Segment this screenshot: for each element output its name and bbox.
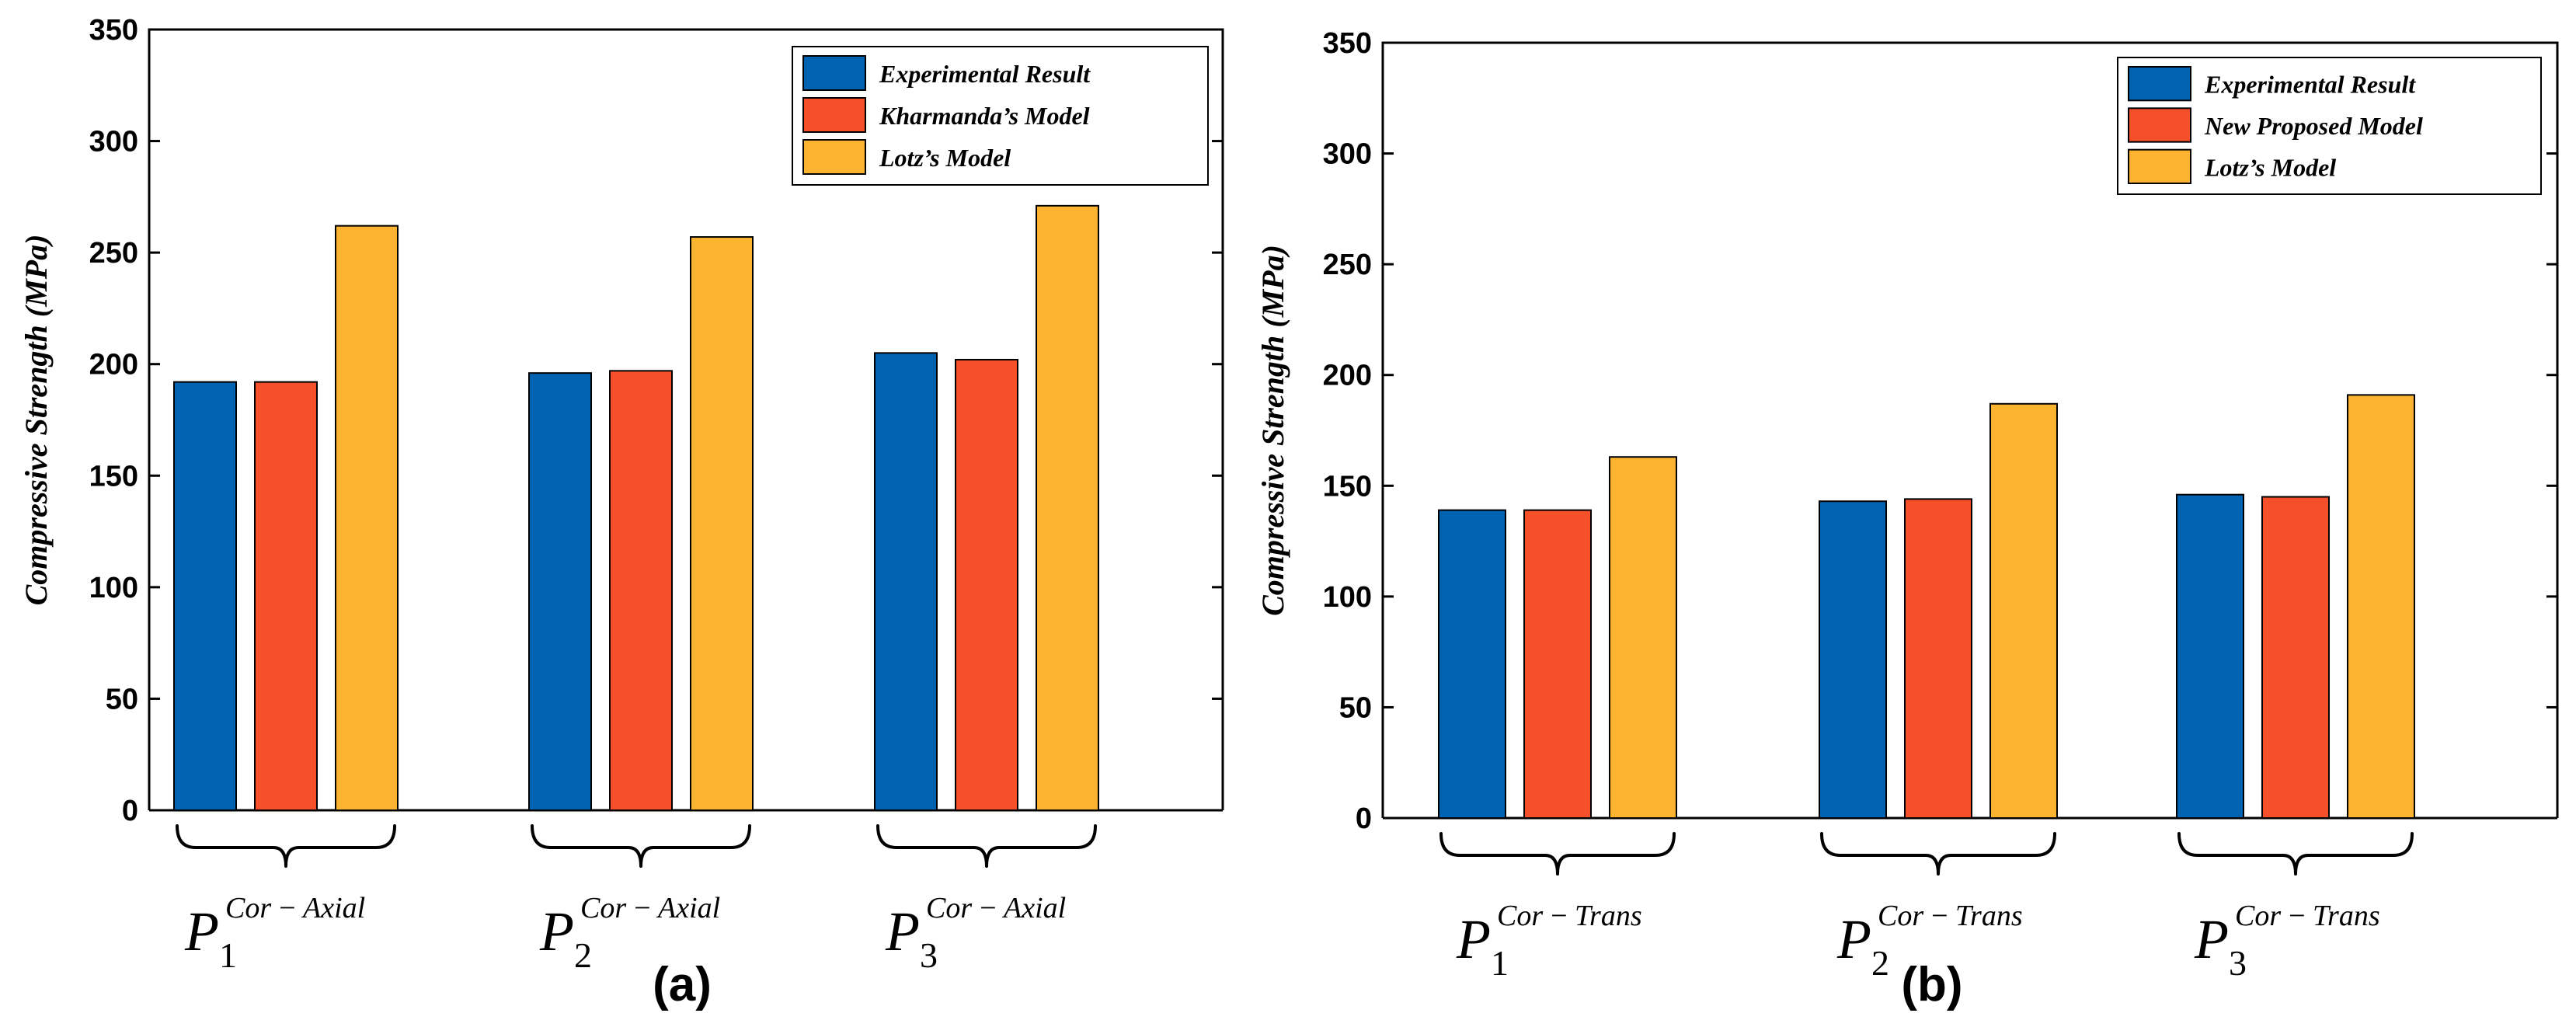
category-label-main: P bbox=[2194, 908, 2229, 970]
bar-experimental-result-1 bbox=[173, 381, 237, 811]
legend-entry-label: Kharmanda’s Model bbox=[879, 102, 1090, 130]
bar-new-proposed-model-3 bbox=[2261, 496, 2330, 819]
y-tick-label: 300 bbox=[1323, 138, 1372, 171]
legend-entry-label: Lotz’s Model bbox=[2204, 153, 2336, 181]
category-brace bbox=[2177, 832, 2414, 876]
bar-new-proposed-model-2 bbox=[1904, 498, 1972, 819]
y-tick-label: 150 bbox=[1323, 470, 1372, 503]
category-brace bbox=[176, 824, 396, 868]
category-label-subscript: 2 bbox=[1871, 943, 1889, 983]
y-tick-label: 150 bbox=[89, 460, 138, 493]
y-tick-label: 0 bbox=[1356, 802, 1372, 835]
y-axis-label: Compressive Strength (MPa) bbox=[19, 235, 54, 606]
y-tick-label: 200 bbox=[1323, 360, 1372, 392]
category-label-superscript: Cor − Trans bbox=[1497, 900, 1642, 932]
bar-experimental-result-3 bbox=[874, 352, 938, 812]
y-tick-label: 100 bbox=[89, 572, 138, 604]
y-axis-label: Compressive Strength (MPa) bbox=[1255, 245, 1290, 616]
legend-entry-label: Experimental Result bbox=[879, 60, 1091, 88]
bar-lotz-s-model-1 bbox=[335, 225, 399, 811]
bar-experimental-result-1 bbox=[1438, 509, 1506, 819]
legend-swatch bbox=[2128, 107, 2191, 143]
legend-entry-label: Lotz’s Model bbox=[879, 144, 1011, 172]
bar-lotz-s-model-2 bbox=[1989, 402, 2058, 819]
panel-label: (a) bbox=[653, 958, 712, 1011]
legend-swatch bbox=[2128, 66, 2191, 102]
legend-entry-label: New Proposed Model bbox=[2204, 112, 2423, 140]
panel-label: (b) bbox=[1901, 958, 1962, 1011]
category-label-superscript: Cor − Trans bbox=[2235, 900, 2380, 932]
category-brace bbox=[1820, 832, 2056, 876]
category-label-main: P bbox=[1836, 908, 1871, 970]
bar-kharmanda-s-model-3 bbox=[955, 358, 1018, 811]
y-tick-label: 50 bbox=[106, 683, 138, 715]
category-brace bbox=[1439, 832, 1676, 876]
legend-swatch bbox=[2128, 148, 2191, 185]
bar-lotz-s-model-2 bbox=[690, 236, 754, 811]
legend-swatch bbox=[802, 139, 866, 175]
bar-new-proposed-model-1 bbox=[1523, 509, 1592, 819]
bar-lotz-s-model-3 bbox=[1036, 204, 1099, 812]
legend: Experimental Result Kharmanda’s Model Lotz… bbox=[792, 46, 1209, 186]
y-tick-label: 350 bbox=[1323, 27, 1372, 60]
category-label-superscript: Cor − Axial bbox=[926, 892, 1066, 924]
category-brace bbox=[876, 824, 1097, 868]
y-tick-label: 350 bbox=[89, 14, 138, 47]
category-label-main: P bbox=[1456, 908, 1491, 970]
bar-experimental-result-2 bbox=[1819, 500, 1887, 819]
plot-frame bbox=[148, 28, 1224, 810]
category-label-main: P bbox=[539, 900, 574, 963]
category-label-superscript: Cor − Axial bbox=[225, 892, 365, 924]
plot-frame bbox=[1381, 41, 2559, 818]
category-label-superscript: Cor − Trans bbox=[1878, 900, 2023, 932]
y-tick-label: 50 bbox=[1339, 691, 1372, 724]
bar-lotz-s-model-3 bbox=[2347, 394, 2415, 819]
legend: Experimental Result New Proposed Model Lot… bbox=[2117, 57, 2542, 195]
y-tick-label: 250 bbox=[1323, 249, 1372, 281]
legend-swatch bbox=[802, 55, 866, 91]
chart-panel-a: 0 50 100 150 200 250 300 350 Compressive Strengt… bbox=[19, 14, 1224, 1011]
y-tick-label: 200 bbox=[89, 349, 138, 381]
chart-panel-b: 0 50 100 150 200 250 300 350 Compressive Strengt… bbox=[1255, 27, 2559, 1011]
category-label-main: P bbox=[184, 900, 219, 963]
category-label-main: P bbox=[885, 900, 920, 963]
y-tick-label: 300 bbox=[89, 126, 138, 158]
bar-experimental-result-2 bbox=[528, 372, 592, 811]
bar-experimental-result-3 bbox=[2176, 493, 2244, 819]
legend-entry-label: Experimental Result bbox=[2204, 71, 2416, 99]
category-label-subscript: 3 bbox=[2229, 943, 2247, 983]
y-tick-label: 0 bbox=[122, 795, 138, 827]
category-label-subscript: 1 bbox=[219, 935, 237, 975]
bar-kharmanda-s-model-1 bbox=[254, 381, 318, 811]
category-brace bbox=[531, 824, 751, 868]
bar-kharmanda-s-model-2 bbox=[609, 370, 673, 812]
category-label-superscript: Cor − Axial bbox=[580, 892, 720, 924]
category-label-subscript: 3 bbox=[920, 935, 938, 975]
legend-swatch bbox=[802, 97, 866, 133]
category-label-subscript: 2 bbox=[574, 935, 592, 975]
bar-lotz-s-model-1 bbox=[1609, 456, 1677, 820]
y-tick-label: 250 bbox=[89, 237, 138, 270]
y-tick-label: 100 bbox=[1323, 581, 1372, 614]
category-label-subscript: 1 bbox=[1491, 943, 1509, 983]
